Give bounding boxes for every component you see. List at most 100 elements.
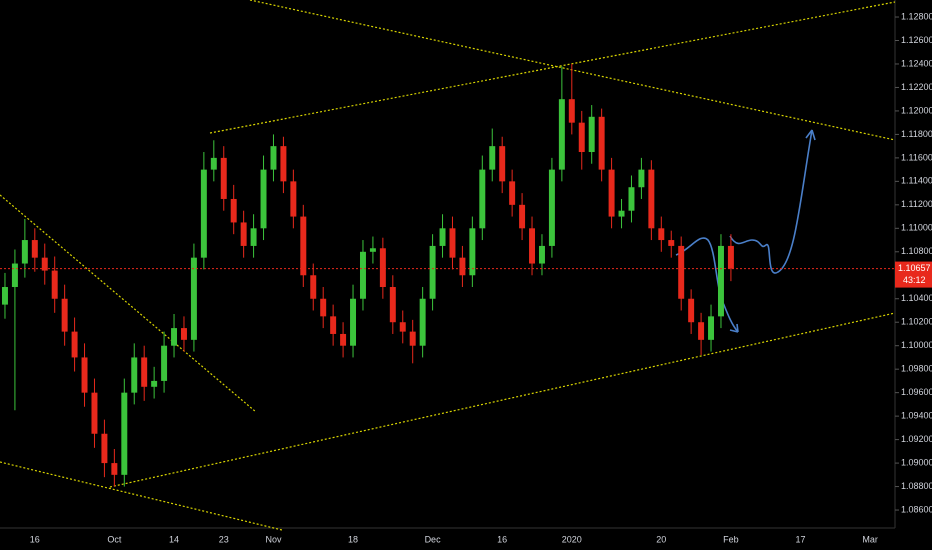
- candle-body: [618, 210, 625, 217]
- candle-body: [688, 298, 695, 323]
- countdown: 43:12: [903, 275, 926, 285]
- candle-body: [21, 240, 28, 264]
- y-tick-label: 1.12000: [901, 105, 932, 115]
- x-tick-label: 18: [348, 534, 358, 544]
- candle-body: [509, 181, 516, 205]
- candle-body: [469, 228, 476, 276]
- projection-path: [729, 129, 813, 274]
- candle-body: [180, 328, 187, 340]
- candle-body: [449, 228, 456, 258]
- candle-body: [131, 357, 138, 393]
- projection-path: [675, 237, 739, 333]
- candle-body: [598, 116, 605, 170]
- y-tick-label: 1.11800: [901, 129, 932, 139]
- x-tick-label: 14: [169, 534, 179, 544]
- candle-body: [479, 169, 486, 229]
- candle-body: [489, 146, 496, 170]
- candle-body: [111, 463, 118, 475]
- candle-body: [668, 240, 675, 246]
- candle-body: [698, 322, 705, 340]
- y-tick-label: 1.11000: [901, 223, 932, 233]
- y-tick-label: 1.10000: [901, 340, 932, 350]
- x-tick-label: 17: [796, 534, 806, 544]
- y-tick-label: 1.08600: [901, 504, 932, 514]
- candle-body: [439, 228, 446, 246]
- y-tick-label: 1.12400: [901, 58, 932, 68]
- candle-body: [81, 357, 88, 393]
- x-tick-label: Nov: [265, 534, 282, 544]
- candle-body: [260, 169, 267, 229]
- arrow-head: [729, 323, 739, 333]
- x-tick-label: 16: [497, 534, 507, 544]
- y-tick-label: 1.09200: [901, 434, 932, 444]
- y-tick-label: 1.09000: [901, 457, 932, 467]
- x-tick-label: Dec: [425, 534, 442, 544]
- candle-body: [250, 228, 257, 246]
- x-tick-label: 2020: [562, 534, 582, 544]
- candle-body: [658, 228, 665, 241]
- candle-body: [91, 392, 98, 434]
- x-tick-label: 23: [219, 534, 229, 544]
- arrow-head: [805, 129, 816, 141]
- candle-body: [678, 245, 685, 299]
- candle-body: [330, 316, 337, 334]
- x-tick-label: 16: [30, 534, 40, 544]
- candle-body: [369, 248, 376, 252]
- candle-body: [31, 240, 38, 258]
- candle-body: [310, 275, 317, 299]
- candle-body: [161, 345, 168, 381]
- candle-body: [350, 298, 357, 346]
- candle-body: [270, 146, 277, 170]
- candle-body: [51, 270, 58, 299]
- y-tick-label: 1.12800: [901, 11, 932, 21]
- candle-body: [409, 331, 416, 346]
- candle-body: [41, 257, 48, 271]
- candle-body: [628, 187, 635, 211]
- candle-body: [529, 228, 536, 264]
- candle-body: [61, 298, 68, 332]
- candle-body: [151, 380, 158, 387]
- candle-body: [727, 245, 734, 269]
- candle-body: [379, 248, 386, 288]
- candle-body: [230, 198, 237, 223]
- trend-line: [0, 461, 283, 531]
- candle-body: [141, 357, 148, 387]
- y-tick-label: 1.10400: [901, 293, 932, 303]
- candle-body: [708, 316, 715, 340]
- candle-body: [588, 116, 595, 153]
- candle-body: [190, 257, 197, 340]
- candle-body: [121, 392, 128, 475]
- candle-body: [200, 169, 207, 258]
- candle-body: [499, 146, 506, 182]
- x-tick-label: Feb: [723, 534, 739, 544]
- candle-body: [300, 216, 307, 276]
- candle-body: [568, 99, 575, 123]
- y-tick-label: 1.12200: [901, 82, 932, 92]
- y-tick-label: 1.10200: [901, 317, 932, 327]
- candle-body: [399, 322, 406, 332]
- candle-body: [1, 287, 8, 305]
- candle-body: [71, 331, 78, 358]
- x-tick-label: Mar: [862, 534, 878, 544]
- x-tick-label: Oct: [107, 534, 122, 544]
- price-label: 1.10657: [898, 263, 931, 273]
- candle-body: [538, 245, 545, 264]
- y-tick-label: 1.10800: [901, 246, 932, 256]
- y-tick-label: 1.11600: [901, 152, 932, 162]
- y-tick-label: 1.08800: [901, 481, 932, 491]
- candle-body: [340, 333, 347, 346]
- y-tick-label: 1.09400: [901, 411, 932, 421]
- y-tick-label: 1.11200: [901, 199, 932, 209]
- candle-body: [548, 169, 555, 246]
- candle-body: [389, 287, 396, 323]
- candle-body: [638, 169, 645, 188]
- candle-body: [290, 181, 297, 217]
- candle-body: [171, 328, 178, 346]
- candle-body: [558, 99, 565, 170]
- candle-body: [519, 204, 526, 229]
- candle-body: [280, 146, 287, 182]
- trend-line: [209, 1, 896, 134]
- y-tick-label: 1.09600: [901, 387, 932, 397]
